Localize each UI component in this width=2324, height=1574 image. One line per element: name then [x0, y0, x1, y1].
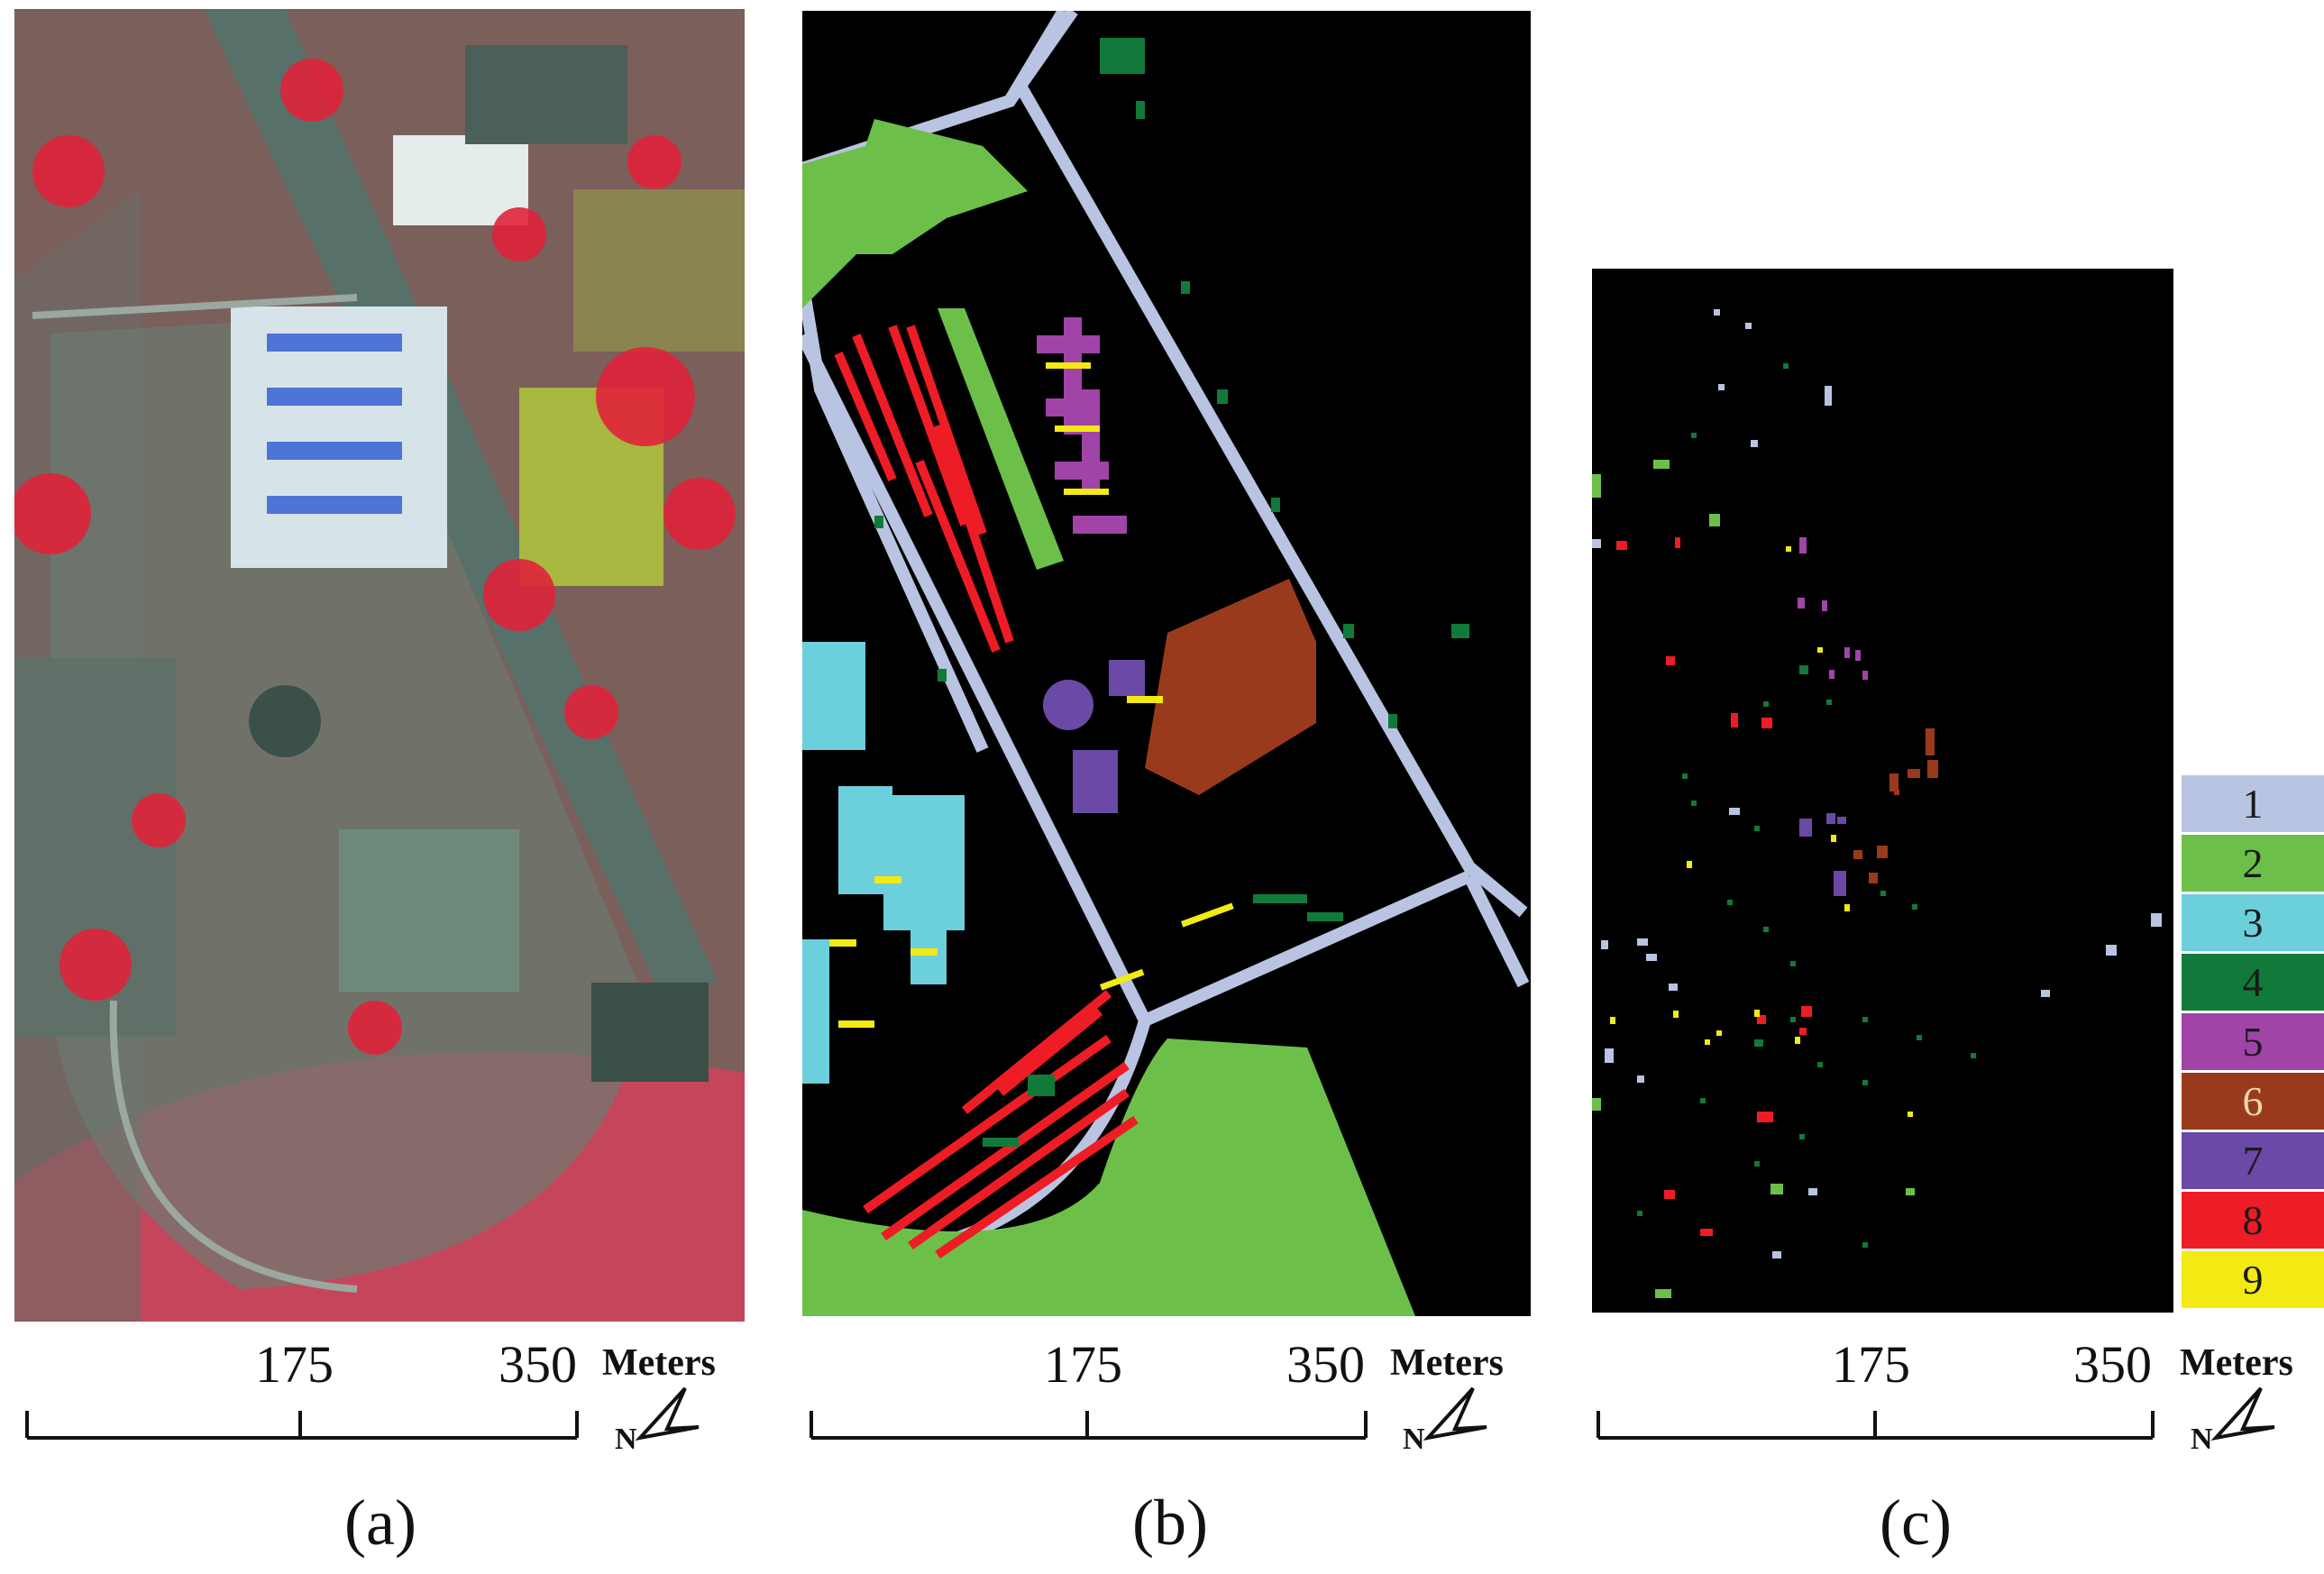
- scale-tick-175-a: 175: [255, 1335, 334, 1394]
- legend-swatch-5: 5: [2182, 1013, 2324, 1070]
- caption-a: (a): [344, 1487, 416, 1559]
- scale-bar-lines-b: [810, 1411, 1368, 1440]
- north-arrow-icon: [1423, 1386, 1487, 1441]
- legend-swatch-6: 6: [2182, 1073, 2324, 1130]
- scale-unit-b: Meters: [1390, 1342, 1504, 1384]
- legend-swatch-8: 8: [2182, 1192, 2324, 1249]
- legend-swatch-7: 7: [2182, 1132, 2324, 1189]
- ground-truth-map: [802, 11, 1531, 1316]
- scale-tick-350-c: 350: [2073, 1335, 2152, 1394]
- scale-unit-a: Meters: [602, 1342, 716, 1384]
- legend-swatch-2: 2: [2182, 835, 2324, 892]
- legend-swatch-9: 9: [2182, 1251, 2324, 1308]
- scale-bar-lines-a: [25, 1411, 579, 1440]
- north-arrow-icon: [635, 1386, 700, 1441]
- scale-tick-175-b: 175: [1044, 1335, 1122, 1394]
- legend-swatch-1: 1: [2182, 775, 2324, 832]
- caption-b: (b): [1132, 1487, 1208, 1559]
- legend-swatch-3: 3: [2182, 894, 2324, 951]
- scale-tick-350-b: 350: [1286, 1335, 1365, 1394]
- class-legend: 1 2 3 4 5 6 7 8 9: [2182, 775, 2324, 1311]
- north-label-a: N: [615, 1423, 637, 1456]
- sample-map-drawing: [1592, 269, 2173, 1313]
- aerial-image-drawing: [14, 9, 745, 1322]
- scale-unit-c: Meters: [2180, 1342, 2293, 1384]
- caption-c: (c): [1880, 1487, 1952, 1559]
- north-arrow-icon: [2210, 1386, 2275, 1441]
- north-label-b: N: [1403, 1423, 1425, 1456]
- false-color-aerial-image: [14, 9, 745, 1322]
- legend-swatch-4: 4: [2182, 954, 2324, 1011]
- scale-bar-lines-c: [1597, 1411, 2155, 1440]
- scale-tick-175-c: 175: [1832, 1335, 1910, 1394]
- north-label-c: N: [2191, 1423, 2213, 1456]
- sample-map: [1592, 269, 2173, 1313]
- scale-tick-350-a: 350: [499, 1335, 577, 1394]
- ground-truth-drawing: [802, 11, 1531, 1316]
